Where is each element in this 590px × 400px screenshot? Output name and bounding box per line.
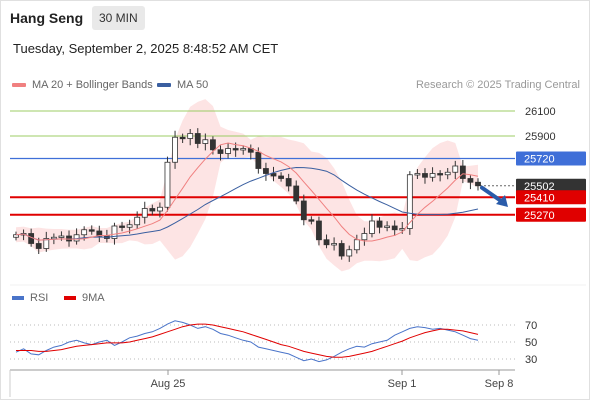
chart-header: Hang Seng 30 MIN — [0, 0, 590, 36]
candle-body — [308, 219, 315, 222]
candle-body — [172, 136, 178, 163]
candle-body — [361, 233, 368, 241]
candle-body — [278, 175, 284, 179]
candle-body — [338, 243, 345, 257]
candle-body — [316, 220, 322, 241]
legend-ma50-label: MA 50 — [177, 79, 209, 91]
candle-body — [293, 185, 300, 202]
candle-body — [422, 173, 428, 178]
level-label-25502: 25502 — [524, 181, 555, 193]
candle-body — [391, 225, 398, 231]
candle-body — [50, 236, 57, 240]
support-tag-25270 — [516, 207, 586, 222]
candle-body — [119, 225, 125, 228]
legend-ma20-bb: MA 20 + Bollinger Bands — [12, 79, 153, 91]
candle-body — [467, 178, 474, 183]
x-tick-label-1: Sep 1 — [388, 378, 417, 390]
legend-rsi: RSI — [12, 292, 48, 304]
legend-ma20-label: MA 20 + Bollinger Bands — [32, 79, 153, 91]
candle-body — [414, 173, 421, 176]
candle-body — [58, 235, 65, 238]
rsi-9ma-line — [16, 323, 479, 358]
candle-body — [406, 174, 413, 229]
candle-body — [134, 216, 141, 226]
candle-body — [157, 206, 163, 212]
candle-body — [126, 224, 133, 228]
level-label-25900: 25900 — [525, 131, 556, 143]
timestamp: Tuesday, September 2, 2025 8:48:52 AM CE… — [13, 41, 279, 56]
legend-rsi-label: RSI — [30, 292, 49, 304]
candle-body — [88, 229, 95, 232]
candle-body — [429, 173, 436, 178]
x-tick-label-0: Aug 25 — [151, 378, 186, 390]
candle-body — [369, 220, 375, 234]
candle-body — [459, 165, 466, 179]
legend-9ma: 9MA — [64, 292, 105, 304]
candle-body — [111, 225, 118, 239]
level-label-26100: 26100 — [525, 106, 556, 118]
ma50-swatch — [157, 83, 171, 88]
candle-body — [149, 208, 156, 212]
ma9-swatch — [64, 296, 76, 301]
rsi-tick-70: 70 — [525, 320, 537, 332]
ma20-line — [15, 142, 479, 242]
instrument-title: Hang Seng — [10, 10, 84, 26]
candle-body — [187, 133, 194, 139]
candle-body — [300, 200, 307, 221]
credit-text: Research © 2025 Trading Central — [415, 79, 580, 91]
level-label-25410: 25410 — [524, 192, 555, 204]
candle-body — [353, 239, 360, 251]
x-tick-label-2: Sep 8 — [485, 378, 514, 390]
candle-body — [210, 139, 216, 151]
candle-body — [43, 238, 50, 249]
ma20-swatch — [12, 83, 26, 88]
rsi-tick-30: 30 — [525, 354, 537, 366]
level-label-25720: 25720 — [524, 154, 555, 166]
candle-body — [28, 233, 35, 244]
candle-body — [331, 243, 337, 246]
candle-body — [437, 173, 444, 176]
candle-body — [263, 168, 269, 174]
candle-body — [217, 149, 224, 154]
candle-body — [475, 181, 481, 187]
last-price-tag — [516, 178, 586, 193]
bollinger-band — [16, 99, 478, 272]
candle-body — [225, 148, 231, 154]
level-label-25270: 25270 — [524, 210, 555, 222]
candle-body — [73, 234, 80, 242]
candle-body — [323, 239, 330, 246]
candle-body — [141, 208, 148, 218]
candle-body — [35, 243, 42, 249]
candle-body — [384, 225, 391, 228]
timeframe-badge[interactable]: 30 MIN — [92, 6, 145, 30]
candle-body — [164, 161, 171, 208]
candle-body — [346, 249, 353, 257]
candle-body — [232, 148, 239, 151]
legend-9ma-label: 9MA — [82, 292, 105, 304]
candle-body — [81, 229, 88, 236]
candle-body — [202, 139, 209, 144]
candle-body — [285, 178, 292, 187]
candle-body — [179, 136, 186, 140]
rsi-tick-50: 50 — [525, 337, 537, 349]
candle-body — [376, 220, 383, 228]
candle-body — [240, 148, 247, 151]
rsi-line — [15, 320, 479, 363]
candle-body — [452, 165, 459, 173]
candle-body — [444, 171, 451, 176]
pivot-tag-25720 — [516, 151, 586, 166]
candle-body — [270, 173, 277, 177]
forecast-arrow-head — [496, 195, 508, 207]
legend-ma50: MA 50 — [157, 79, 208, 91]
candle-body — [194, 133, 201, 144]
rsi-swatch — [12, 296, 24, 301]
support-tag-25410 — [516, 190, 586, 205]
candle-body — [255, 151, 262, 169]
